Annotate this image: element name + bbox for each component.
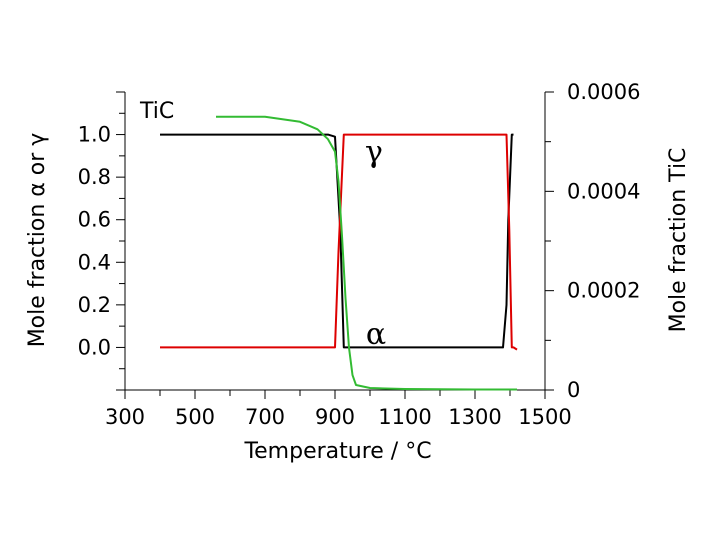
annotation-alpha: α	[366, 317, 386, 352]
left-y-tick-label: 0.4	[78, 250, 111, 274]
right-y-axis-title: Mole fraction TiC	[666, 148, 691, 333]
x-tick-label: 300	[105, 405, 145, 429]
left-y-tick-label: 0.0	[78, 335, 111, 359]
annotation-gamma: γ	[365, 135, 383, 170]
series-group	[160, 115, 518, 391]
axes	[116, 91, 554, 399]
series-line-3	[216, 115, 517, 391]
x-tick-label: 700	[245, 405, 285, 429]
x-tick-label: 900	[315, 405, 355, 429]
series-line-2	[160, 133, 518, 351]
annotation-tic: TiC	[139, 99, 174, 124]
right-y-tick-label: 0.0006	[567, 80, 640, 104]
left-y-tick-label: 1.0	[78, 123, 111, 147]
x-axis-title: Temperature / °C	[243, 439, 431, 464]
labels: 300 500 700 900 1100 1300 1500 0.0 0.2 0.4 0.6 0.8 1…	[78, 80, 641, 429]
right-y-tick-label: 0.0004	[567, 179, 640, 203]
x-tick-label: 1500	[518, 405, 571, 429]
x-tick-label: 500	[175, 405, 215, 429]
left-y-tick-label: 0.2	[78, 293, 111, 317]
left-y-tick-label: 0.6	[78, 208, 111, 232]
left-y-axis-title: Mole fraction α or γ	[25, 133, 50, 348]
left-y-tick-label: 0.8	[78, 165, 111, 189]
x-tick-label: 1300	[448, 405, 501, 429]
right-y-tick-label: 0.0002	[567, 279, 640, 303]
x-tick-label: 1100	[378, 405, 431, 429]
right-y-tick-label: 0	[567, 378, 580, 402]
